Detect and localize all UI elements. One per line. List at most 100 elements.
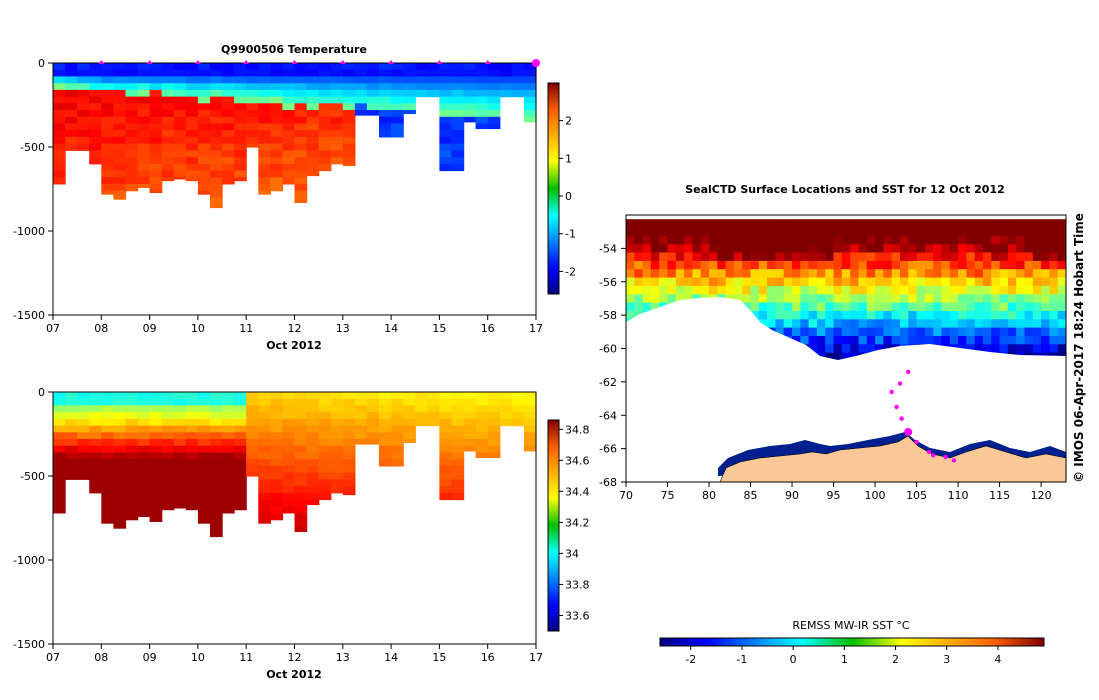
sst-cell <box>816 294 826 304</box>
section-cell <box>342 89 356 98</box>
section-cell <box>487 392 501 400</box>
section-cell <box>391 116 404 125</box>
section-cell <box>210 519 223 527</box>
sst-cell <box>966 319 976 329</box>
sst-colorbar-tick-label: -2 <box>685 653 696 666</box>
section-cell <box>53 486 66 494</box>
section-cell <box>282 163 296 172</box>
sst-cell <box>949 269 959 279</box>
section-cell <box>403 418 416 427</box>
sst-cell <box>758 294 768 304</box>
sst-cell <box>974 294 984 304</box>
sst-cell <box>800 269 810 279</box>
sst-cell <box>875 252 884 262</box>
sst-cell <box>742 260 752 270</box>
section-cell <box>197 506 211 514</box>
sst-cell <box>858 260 868 270</box>
section-cell <box>246 398 259 406</box>
sst-cell <box>783 319 793 329</box>
section-cell <box>246 412 259 420</box>
sst-cell <box>1049 227 1059 237</box>
sst-cell <box>1041 294 1050 304</box>
sst-cell <box>991 260 1001 270</box>
section-cell <box>137 459 151 467</box>
sst-cell <box>841 285 851 295</box>
section-cell <box>210 130 223 138</box>
section-cell <box>258 499 271 507</box>
section-cell <box>391 130 404 138</box>
section-cell <box>294 130 308 138</box>
sst-cell <box>875 319 884 329</box>
section-cell <box>342 398 356 406</box>
sst-cell <box>983 344 992 354</box>
section-cell <box>258 190 271 195</box>
section-cell <box>379 459 392 467</box>
sst-cell <box>650 269 660 279</box>
sst-cell <box>725 260 735 270</box>
sst-cell <box>783 219 793 229</box>
section-cell <box>439 486 453 494</box>
sst-cell <box>733 219 743 229</box>
section-cell <box>451 110 465 118</box>
sst-cell <box>1024 344 1034 354</box>
sst-cell <box>958 260 967 270</box>
sst-cell <box>1032 302 1042 312</box>
section-cell <box>282 465 296 474</box>
sst-cell <box>1049 285 1059 295</box>
section-cell <box>173 405 187 413</box>
section-cell <box>210 486 223 494</box>
section-cell <box>246 472 259 477</box>
section-cell <box>318 69 332 77</box>
section-cell <box>415 392 428 400</box>
sst-cell <box>850 277 860 287</box>
section-cell <box>113 116 127 125</box>
sst-cell <box>667 252 677 262</box>
sst-cell <box>908 219 918 229</box>
sst-cell <box>626 269 635 279</box>
sst-cell <box>650 277 660 287</box>
section-cell <box>306 439 320 447</box>
sst-cell <box>999 244 1009 254</box>
sst-cell <box>875 294 884 304</box>
section-cell <box>391 412 404 420</box>
section-cell <box>294 486 308 494</box>
sst-cell <box>816 269 826 279</box>
sst-cell <box>941 277 951 287</box>
section-cell <box>210 163 223 172</box>
section-cell <box>77 130 90 138</box>
sst-cell <box>983 302 992 312</box>
lat-tick-label: -54 <box>599 242 617 255</box>
section-cell <box>89 143 102 151</box>
section-cell <box>282 432 296 440</box>
section-cell <box>173 103 187 111</box>
section-cell <box>149 519 163 522</box>
sst-cell <box>783 269 793 279</box>
sst-cell <box>1032 344 1042 354</box>
sst-cell <box>991 302 1001 312</box>
section-cell <box>161 412 175 420</box>
sst-cell <box>767 277 776 287</box>
section-cell <box>294 110 308 118</box>
section-cell <box>511 412 525 420</box>
section-cell <box>403 392 416 400</box>
x-tick-label: 09 <box>143 322 157 335</box>
section-cell <box>475 432 489 440</box>
sst-cell <box>1024 336 1034 345</box>
section-cell <box>282 445 296 454</box>
sst-cell <box>634 235 644 245</box>
seal-location <box>951 458 957 463</box>
sst-cell <box>1024 327 1034 337</box>
section-cell <box>379 63 392 71</box>
section-cell <box>210 103 223 111</box>
sst-cell <box>667 235 677 245</box>
section-cell <box>451 439 465 447</box>
section-cell <box>511 76 525 84</box>
section-cell <box>342 465 356 474</box>
sst-cell <box>800 252 810 262</box>
section-cell <box>101 190 114 195</box>
seal-location <box>914 439 919 445</box>
section-cell <box>197 432 211 440</box>
sst-cell <box>924 260 934 270</box>
section-cell <box>294 123 308 131</box>
sst-cell <box>1057 302 1066 312</box>
